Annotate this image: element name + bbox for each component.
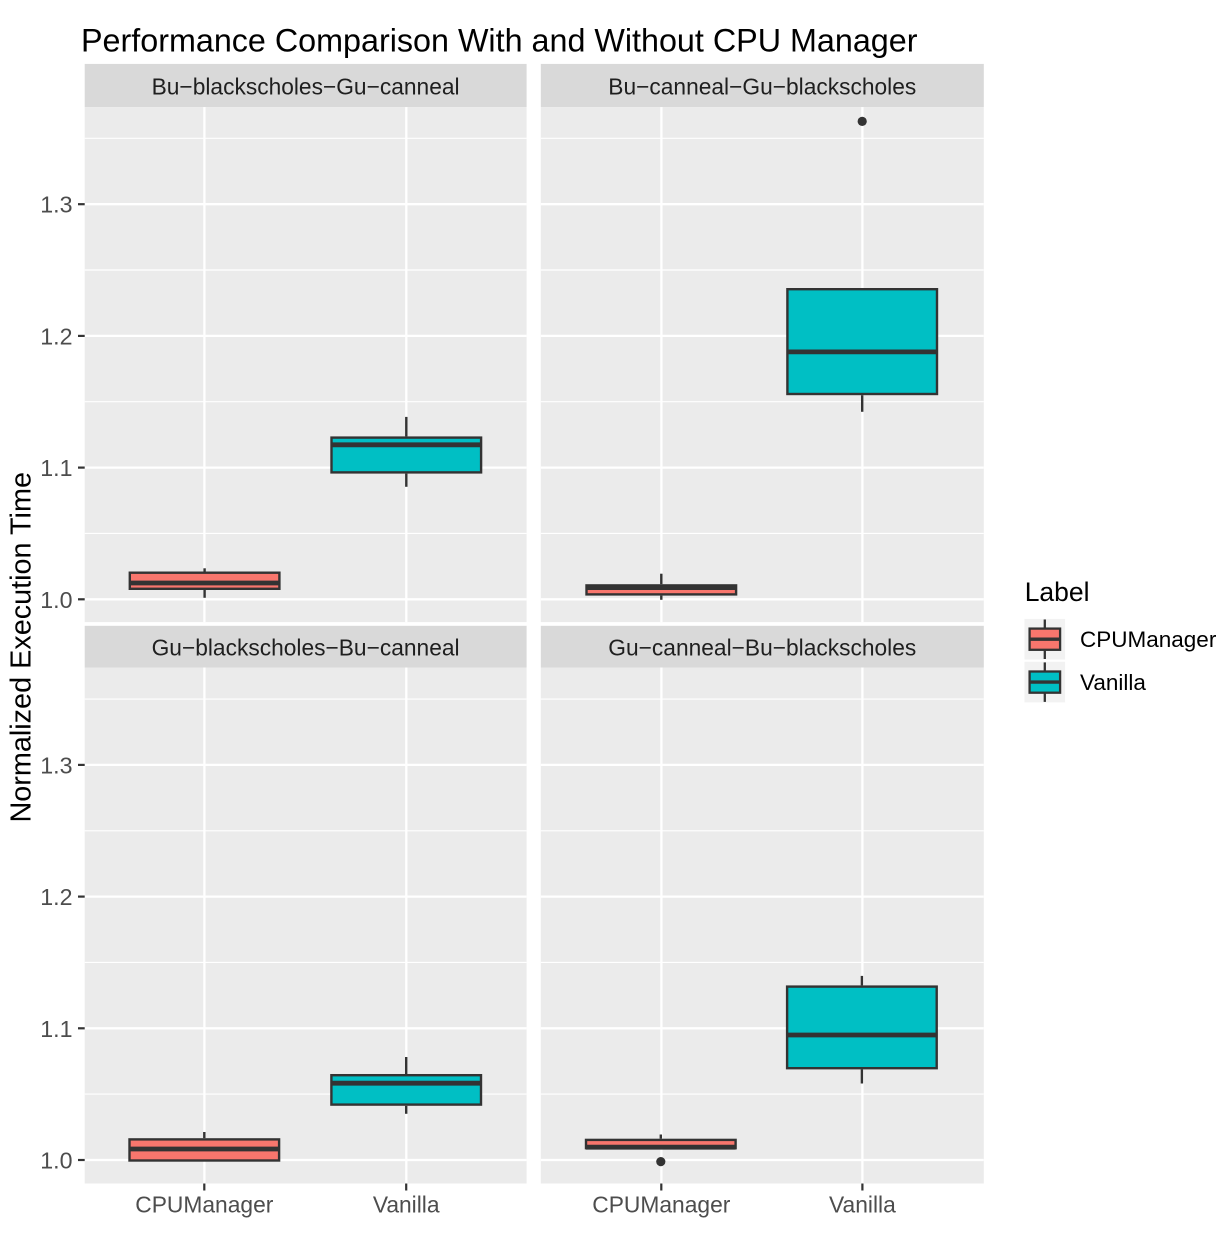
svg-text:1.1: 1.1 [40, 1016, 72, 1042]
svg-text:1.0: 1.0 [40, 1148, 72, 1174]
svg-text:CPUManager: CPUManager [592, 1192, 731, 1218]
svg-text:1.3: 1.3 [40, 192, 72, 218]
svg-text:1.3: 1.3 [40, 752, 72, 778]
svg-text:Gu−canneal−Bu−blackscholes: Gu−canneal−Bu−blackscholes [608, 634, 916, 660]
svg-text:Bu−canneal−Gu−blackscholes: Bu−canneal−Gu−blackscholes [608, 73, 916, 99]
svg-text:Bu−blackscholes−Gu−canneal: Bu−blackscholes−Gu−canneal [152, 73, 460, 99]
svg-text:CPUManager: CPUManager [135, 1192, 274, 1218]
svg-text:Gu−blackscholes−Bu−canneal: Gu−blackscholes−Bu−canneal [152, 634, 460, 660]
svg-text:1.2: 1.2 [40, 323, 72, 349]
svg-text:Normalized Execution Time: Normalized Execution Time [5, 472, 37, 823]
svg-text:Performance Comparison With an: Performance Comparison With and Without … [81, 23, 918, 59]
svg-text:1.2: 1.2 [40, 884, 72, 910]
svg-text:CPUManager: CPUManager [1080, 627, 1217, 652]
svg-text:Label: Label [1025, 577, 1090, 607]
svg-text:Vanilla: Vanilla [373, 1192, 440, 1218]
svg-text:Vanilla: Vanilla [829, 1192, 896, 1218]
svg-text:Vanilla: Vanilla [1080, 670, 1146, 695]
svg-text:1.1: 1.1 [40, 455, 72, 481]
svg-text:1.0: 1.0 [40, 587, 72, 613]
